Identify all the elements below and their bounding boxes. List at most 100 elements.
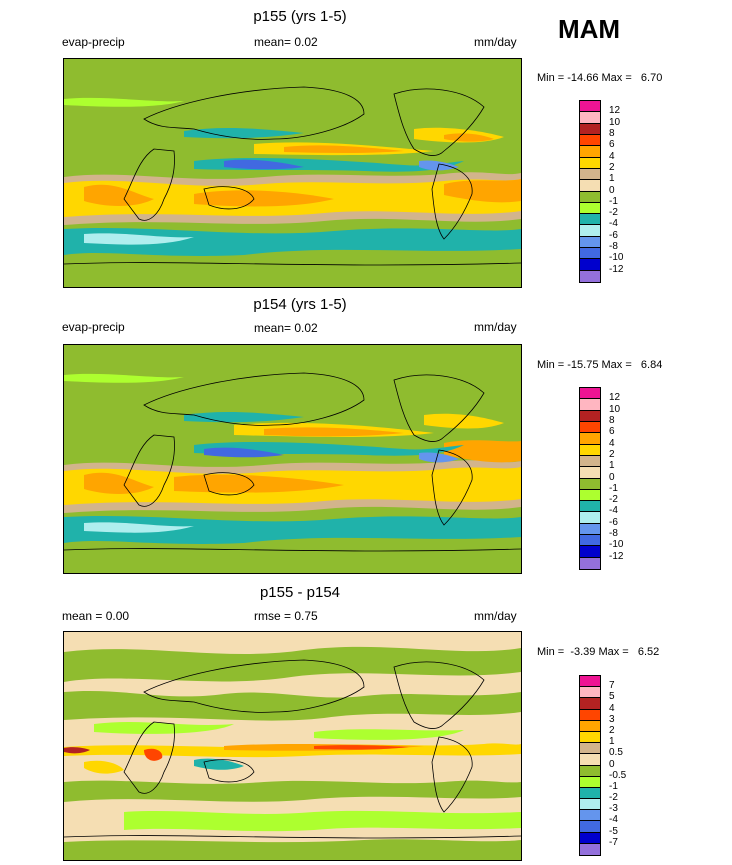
colorbar-swatch bbox=[580, 799, 600, 811]
mean-label: mean= 0.02 bbox=[254, 35, 318, 49]
colorbar-swatch bbox=[580, 720, 600, 732]
colorbar-swatch bbox=[580, 236, 600, 249]
colorbar-swatch bbox=[580, 123, 600, 135]
colorbar-swatch bbox=[580, 478, 600, 490]
colorbar-swatch bbox=[580, 512, 600, 524]
colorbar-swatch bbox=[580, 810, 600, 822]
rmse-label: rmse = 0.75 bbox=[254, 609, 318, 623]
colorbar-swatch bbox=[580, 776, 600, 788]
panel-p155: p155 (yrs 1-5) evap-precip mean= 0.02 mm… bbox=[0, 0, 732, 290]
colorbar-swatch bbox=[580, 134, 600, 147]
panel-p154: p154 (yrs 1-5) evap-precip mean= 0.02 mm… bbox=[0, 288, 732, 578]
colorbar-tick-label: -7 bbox=[609, 836, 618, 848]
colorbar-tick-label: 1 bbox=[609, 736, 615, 748]
colorbar-tick-label: 10 bbox=[609, 403, 621, 415]
colorbar-tick-label: 0 bbox=[609, 184, 615, 196]
colorbar-swatch bbox=[580, 832, 600, 844]
panel-title: p155 (yrs 1-5) bbox=[253, 8, 347, 25]
colorbar-swatch bbox=[580, 676, 600, 688]
colorbar-swatch bbox=[580, 225, 600, 237]
colorbar-tick-label: 8 bbox=[609, 414, 615, 426]
colorbar-tick-label: -6 bbox=[609, 516, 618, 528]
colorbar-tick-label: -10 bbox=[609, 539, 624, 551]
colorbar-tick-label: -4 bbox=[609, 814, 618, 826]
colorbar-swatch bbox=[580, 202, 600, 215]
colorbar-tick-label: 3 bbox=[609, 713, 615, 725]
colorbar-tick-label: 1 bbox=[609, 173, 615, 185]
colorbar-tick-label: 10 bbox=[609, 116, 621, 128]
variable-label: evap-precip bbox=[62, 320, 125, 334]
colorbar-swatch bbox=[580, 455, 600, 468]
colorbar-tick-label: -2 bbox=[609, 207, 618, 219]
colorbar-swatch bbox=[580, 410, 600, 422]
colorbar-swatch bbox=[580, 821, 600, 833]
colorbar-tick-label: -0.5 bbox=[609, 769, 627, 781]
colorbar-swatch bbox=[580, 709, 600, 721]
colorbar-swatch bbox=[580, 421, 600, 434]
colorbar-tick-label: -8 bbox=[609, 528, 618, 540]
colorbar bbox=[579, 387, 601, 570]
colorbar-tick-label: 5 bbox=[609, 691, 615, 703]
colorbar-swatch bbox=[580, 698, 600, 710]
colorbar-tick-label: 6 bbox=[609, 426, 615, 438]
colorbar-swatch bbox=[580, 433, 600, 445]
panel-title: p155 - p154 bbox=[259, 584, 341, 601]
colorbar-swatch bbox=[580, 501, 600, 513]
colorbar-tick-label: -2 bbox=[609, 792, 618, 804]
colorbar-swatch bbox=[580, 388, 600, 400]
colorbar-swatch bbox=[580, 765, 600, 777]
colorbar-tick-label: -1 bbox=[609, 780, 618, 792]
units-label: mm/day bbox=[474, 609, 517, 623]
colorbar-swatch bbox=[580, 214, 600, 226]
min-max-stats: Min = -14.66 Max = 6.70 bbox=[537, 72, 663, 84]
colorbar-swatch bbox=[580, 489, 600, 502]
colorbar-swatch bbox=[580, 787, 600, 800]
mean-label: mean= 0.02 bbox=[254, 321, 318, 335]
colorbar-swatch bbox=[580, 687, 600, 699]
colorbar-swatch bbox=[580, 523, 600, 536]
colorbar-tick-label: -4 bbox=[609, 505, 618, 517]
colorbar bbox=[579, 675, 601, 856]
colorbar-tick-label: 0 bbox=[609, 471, 615, 483]
mean-label: mean = 0.00 bbox=[62, 609, 130, 623]
colorbar-tick-label: 4 bbox=[609, 437, 615, 449]
colorbar-swatch bbox=[580, 731, 600, 744]
colorbar-tick-label: 2 bbox=[609, 161, 615, 173]
colorbar-tick-label: 7 bbox=[609, 680, 615, 692]
units-label: mm/day bbox=[474, 320, 517, 334]
colorbar-tick-label: 2 bbox=[609, 448, 615, 460]
colorbar-swatch bbox=[580, 248, 600, 260]
colorbar-tick-label: 12 bbox=[609, 392, 621, 404]
colorbar-swatch bbox=[580, 743, 600, 755]
min-max-stats: Min = -3.39 Max = 6.52 bbox=[537, 646, 660, 658]
colorbar-tick-label: 8 bbox=[609, 127, 615, 139]
panel-title: p154 (yrs 1-5) bbox=[253, 296, 347, 313]
colorbar-tick-label: 0 bbox=[609, 758, 615, 770]
colorbar-tick-label: -3 bbox=[609, 803, 618, 815]
colorbar bbox=[579, 100, 601, 283]
min-max-stats: Min = -15.75 Max = 6.84 bbox=[537, 359, 663, 371]
variable-label: evap-precip bbox=[62, 35, 125, 49]
colorbar-swatch bbox=[580, 146, 600, 158]
colorbar-swatch bbox=[580, 444, 600, 456]
colorbar-tick-label: -12 bbox=[609, 550, 624, 562]
world-map bbox=[63, 344, 522, 574]
colorbar-tick-label: -10 bbox=[609, 252, 624, 264]
colorbar-swatch bbox=[580, 259, 600, 271]
colorbar-swatch bbox=[580, 112, 600, 124]
colorbar-tick-label: -4 bbox=[609, 218, 618, 230]
colorbar-swatch bbox=[580, 270, 600, 282]
colorbar-swatch bbox=[580, 180, 600, 192]
colorbar-swatch bbox=[580, 467, 600, 479]
colorbar-swatch bbox=[580, 157, 600, 169]
colorbar-tick-label: 0.5 bbox=[609, 747, 623, 759]
colorbar-swatch bbox=[580, 191, 600, 203]
colorbar-tick-label: -12 bbox=[609, 263, 624, 275]
colorbar-swatch bbox=[580, 399, 600, 411]
colorbar-tick-label: 4 bbox=[609, 150, 615, 162]
colorbar-tick-label: -5 bbox=[609, 825, 618, 837]
colorbar-tick-label: -1 bbox=[609, 195, 618, 207]
colorbar-swatch bbox=[580, 168, 600, 181]
colorbar-tick-label: -8 bbox=[609, 241, 618, 253]
colorbar-swatch bbox=[580, 535, 600, 547]
